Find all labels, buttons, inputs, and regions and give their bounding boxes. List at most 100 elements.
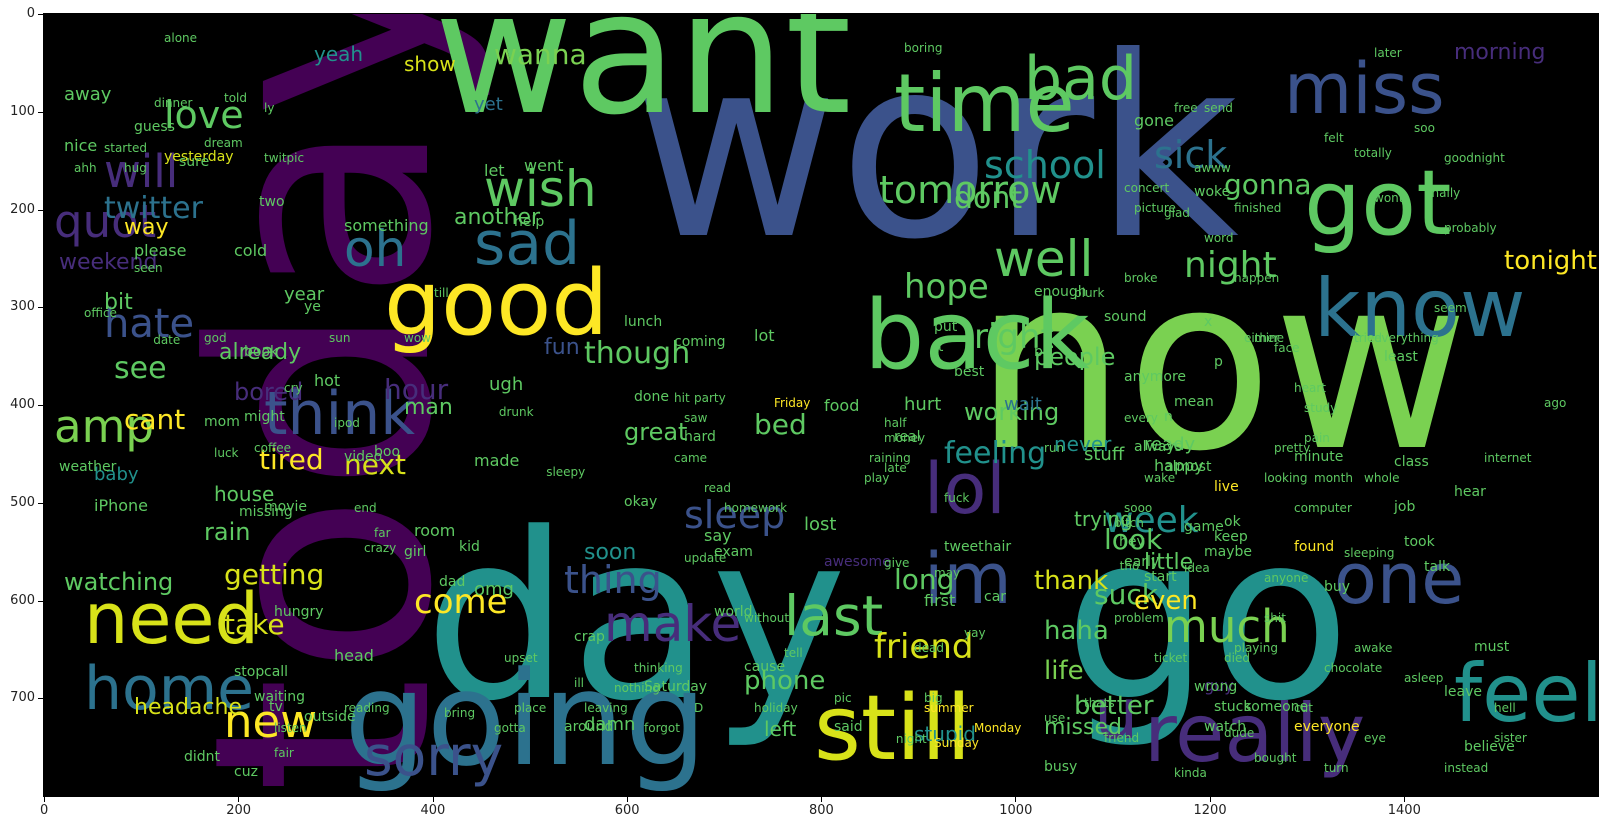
cloud-word: started [104, 142, 147, 154]
cloud-word: cause [744, 660, 785, 674]
cloud-word: ly [264, 102, 274, 114]
cloud-word: pain [1304, 432, 1330, 444]
cloud-word: concert [1124, 182, 1169, 194]
cloud-word: job [1394, 500, 1415, 514]
cloud-word: hell [1494, 702, 1516, 714]
cloud-word: thing [564, 561, 662, 599]
cloud-word: ok [1224, 515, 1241, 529]
cloud-word: internet [1484, 452, 1531, 464]
y-tick-label: 600 [10, 593, 35, 608]
cloud-word: boo [374, 445, 400, 459]
cloud-word: sooo [1124, 502, 1152, 514]
x-tick-label: 1200 [1194, 803, 1227, 818]
cloud-word: ugh [489, 376, 523, 394]
y-tick-mark [38, 307, 43, 308]
y-tick-mark [38, 503, 43, 504]
x-tick-mark [433, 797, 434, 802]
cloud-word: okay [624, 495, 657, 509]
cloud-word: first [924, 593, 955, 609]
x-tick-label: 600 [615, 803, 640, 818]
cloud-word: left [764, 719, 796, 739]
cloud-word: buy [1324, 580, 1350, 594]
y-tick-mark [38, 14, 43, 15]
cloud-word: ahh [74, 162, 97, 174]
cloud-word: busy [1044, 760, 1077, 774]
cloud-word: plurk [1074, 287, 1104, 299]
cloud-word: wont [1374, 192, 1403, 204]
cloud-word: two [259, 195, 285, 209]
x-tick-mark [1210, 797, 1211, 802]
cloud-word: woke [1194, 185, 1230, 199]
cloud-word: morning [1454, 42, 1546, 64]
cloud-word: didnt [184, 750, 220, 764]
cloud-word: bitch [1114, 517, 1144, 529]
cloud-word: game [1184, 520, 1224, 534]
cloud-word: hey [1119, 535, 1145, 549]
y-tick-label: 500 [10, 495, 35, 510]
cloud-word: update [684, 552, 726, 564]
y-tick-label: 0 [27, 6, 35, 21]
y-tick-label: 100 [10, 104, 35, 119]
cloud-word: pic [834, 692, 852, 704]
cloud-word: crap [574, 630, 605, 644]
cloud-word: sound [1104, 310, 1147, 324]
cloud-word: head [334, 648, 374, 664]
cloud-word: dad [439, 575, 465, 589]
cloud-word: away [64, 86, 111, 104]
cloud-word: cuz [234, 765, 258, 779]
cloud-word: sorry [364, 729, 503, 784]
cloud-word: wrong [1194, 680, 1237, 694]
y-tick-label: 400 [10, 397, 35, 412]
cloud-word: stop [234, 665, 264, 679]
cloud-word: anymore [1124, 370, 1186, 384]
cloud-word: Friday [774, 397, 810, 409]
cloud-word: wanna [494, 41, 587, 69]
cloud-word: gonna [1224, 171, 1312, 199]
cloud-word: crazy [364, 542, 396, 554]
x-tick-mark [1015, 797, 1016, 802]
cloud-word: holiday [754, 702, 798, 714]
cloud-word: n [1164, 410, 1173, 424]
cloud-word: lt [934, 340, 943, 354]
cloud-word: cry [284, 382, 303, 394]
cloud-word: fair [274, 747, 294, 759]
cloud-word: awesome [824, 555, 891, 569]
cloud-word: hear [1454, 485, 1486, 499]
cloud-word: yay [964, 627, 986, 639]
cloud-word: hit [674, 392, 690, 404]
cloud-word: headache [134, 697, 242, 719]
cloud-word: till [434, 287, 449, 299]
x-tick-mark [44, 797, 45, 802]
cloud-word: made [474, 453, 519, 469]
cloud-word: great [624, 420, 687, 444]
cloud-word: ago [1544, 397, 1566, 409]
y-tick-mark [38, 112, 43, 113]
cloud-word: put [934, 320, 957, 334]
cloud-word: coffee [254, 442, 291, 454]
cloud-word: turn [1324, 762, 1349, 774]
cloud-word: end [354, 502, 377, 514]
cloud-word: tonight [1504, 248, 1597, 274]
cloud-word: later [1374, 47, 1402, 59]
cloud-word: anyone [1264, 572, 1308, 584]
cloud-word: heart [1294, 382, 1326, 394]
cloud-word: getting [224, 561, 324, 589]
cloud-word: room [414, 523, 455, 539]
cloud-word: ticket [1154, 652, 1187, 664]
cloud-word: date [153, 334, 180, 346]
cloud-word: place [514, 702, 546, 714]
cloud-word: tho [1120, 560, 1140, 572]
cloud-word: nothing [614, 682, 660, 694]
cloud-word: listen [274, 722, 307, 734]
cloud-word: ipod [334, 417, 360, 429]
cloud-word: playing [1234, 642, 1278, 654]
cloud-word: around [564, 720, 613, 734]
x-tick-label: 800 [809, 803, 834, 818]
cloud-word: sleeping [1344, 547, 1395, 559]
cloud-word: seen [134, 262, 163, 274]
cloud-word: half [884, 417, 907, 429]
cloud-word: bed [754, 411, 807, 439]
cloud-word: bought [1254, 752, 1297, 764]
cloud-word: ye [304, 300, 321, 314]
cloud-word: please [134, 243, 186, 259]
